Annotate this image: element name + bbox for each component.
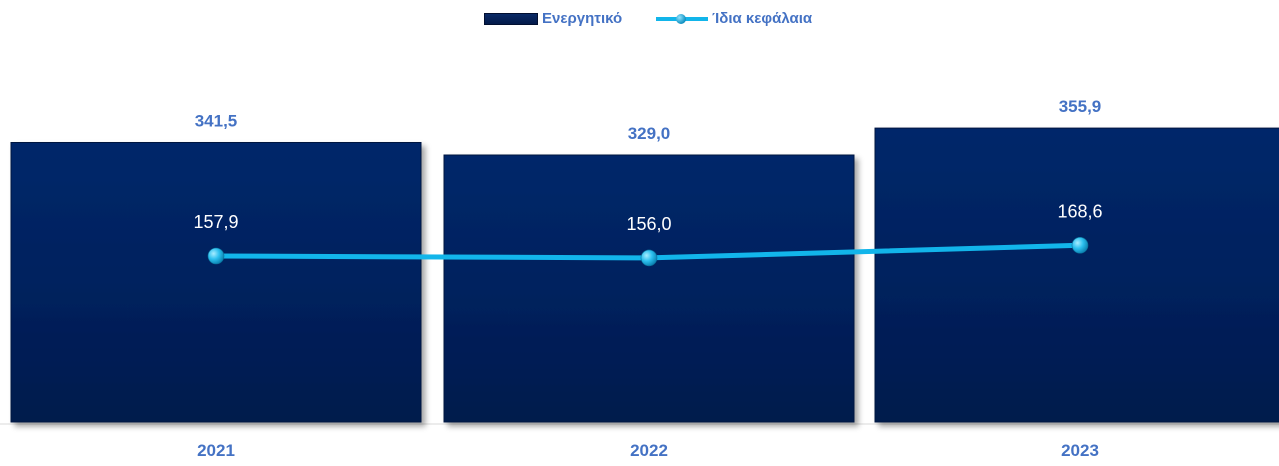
- line-value-label: 157,9: [193, 212, 238, 232]
- line-value-label: 156,0: [626, 214, 671, 234]
- bar-value-label: 355,9: [1059, 97, 1102, 116]
- legend-item-assets: Ενεργητικό: [484, 10, 622, 27]
- bar-assets-2023: [874, 127, 1279, 423]
- legend-bar-swatch: [484, 12, 538, 25]
- legend-item-equity: Ίδια κεφάλαια: [656, 10, 812, 27]
- legend-label-equity: Ίδια κεφάλαια: [712, 10, 813, 27]
- bar-assets-2022: [443, 154, 855, 423]
- line-point-2021: [207, 247, 225, 265]
- bar-value-label: 329,0: [628, 124, 671, 143]
- line-point-2023: [1071, 237, 1089, 254]
- legend-line-swatch: [656, 13, 709, 25]
- x-tick-label: 2022: [630, 441, 668, 460]
- legend-label-assets: Ενεργητικό: [542, 10, 623, 27]
- bar-assets-2021: [10, 142, 422, 423]
- x-tick-label: 2023: [1061, 441, 1099, 460]
- bar-value-label: 341,5: [195, 112, 238, 131]
- line-value-label: 168,6: [1057, 201, 1102, 221]
- legend: Ενεργητικό Ίδια κεφάλαια: [484, 10, 812, 27]
- line-point-2022: [640, 249, 658, 267]
- x-tick-label: 2021: [197, 441, 235, 460]
